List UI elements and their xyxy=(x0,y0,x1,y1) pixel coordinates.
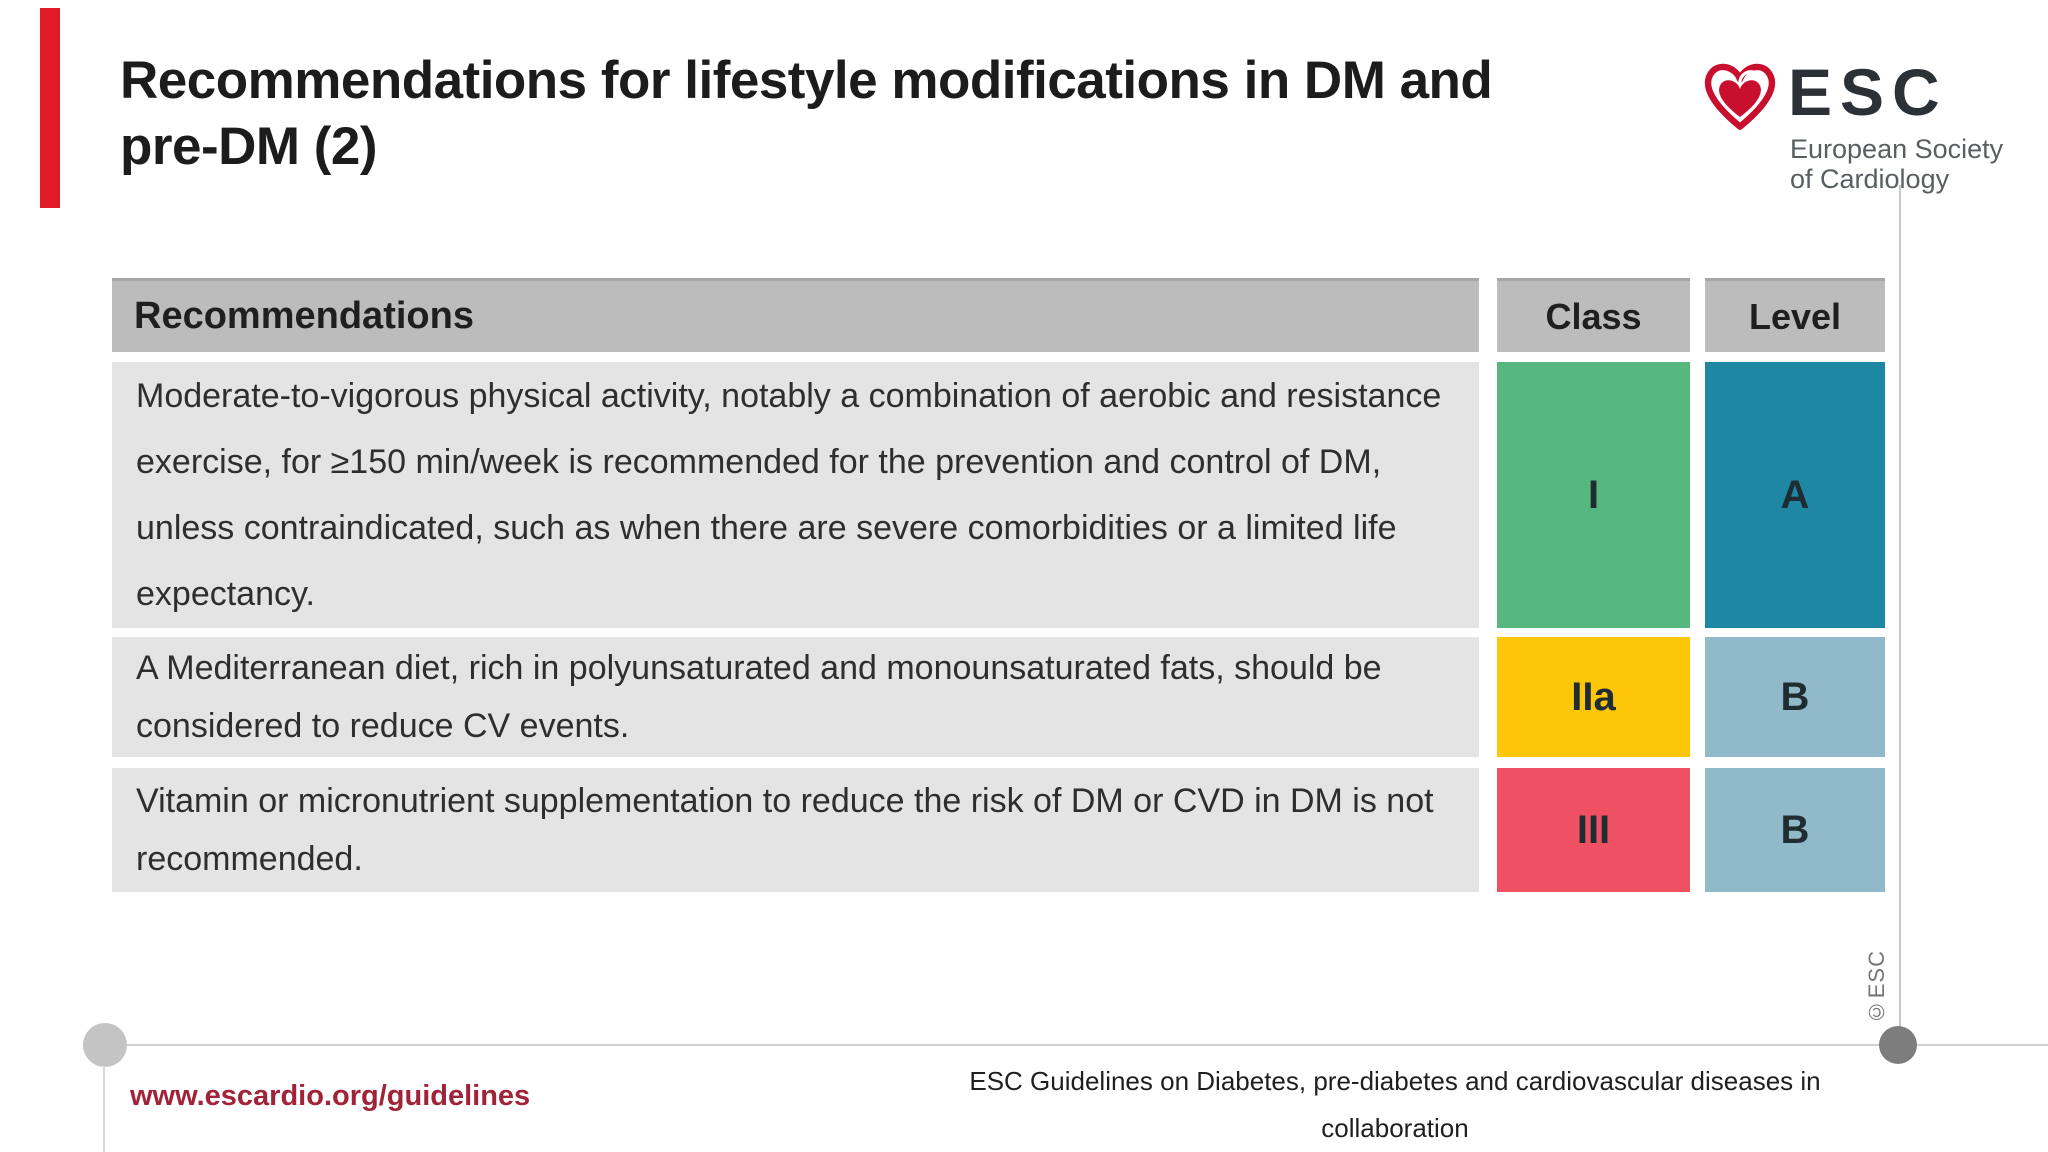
table-row-2-level-value: B xyxy=(1780,674,1810,719)
table-header-recommendations: Recommendations xyxy=(112,278,1479,352)
esc-logo-subtitle-line2: of Cardiology xyxy=(1790,164,1950,194)
table-row-1-level-value: A xyxy=(1780,472,1810,517)
esc-logo-text: ESC xyxy=(1788,55,1948,129)
table-row-3-text: Vitamin or micronutrient supplementation… xyxy=(136,782,1434,878)
table-row-2-text: A Mediterranean diet, rich in polyunsatu… xyxy=(136,649,1382,745)
table-row-2-level-badge: B xyxy=(1705,637,1885,757)
footer-horizontal-divider xyxy=(120,1044,2048,1046)
esc-logo: ESC European Society of Cardiology xyxy=(1700,52,2020,202)
esc-logo-subtitle: European Society of Cardiology xyxy=(1790,134,2003,194)
table-header-class-label: Class xyxy=(1545,295,1642,337)
copyright-esc-label: ©ESC xyxy=(1864,950,1889,1025)
guidelines-link[interactable]: www.escardio.org/guidelines xyxy=(130,1080,531,1112)
page-title-line2: pre-DM (2) xyxy=(120,117,378,176)
table-row-3-class-badge: III xyxy=(1497,768,1690,892)
reference-citation-line1: ESC Guidelines on Diabetes, pre-diabetes… xyxy=(969,1066,1821,1143)
table-row-1-recommendation: Moderate-to-vigorous physical activity, … xyxy=(112,362,1479,628)
page-title: Recommendations for lifestyle modificati… xyxy=(120,48,1640,180)
reference-citation: ESC Guidelines on Diabetes, pre-diabetes… xyxy=(900,1058,1890,1152)
table-row-3-level-badge: B xyxy=(1705,768,1885,892)
right-vertical-divider xyxy=(1899,185,1901,1045)
table-row-1-class-badge: I xyxy=(1497,362,1690,628)
table-row-2-class-badge: IIa xyxy=(1497,637,1690,757)
table-row-1-text: Moderate-to-vigorous physical activity, … xyxy=(136,377,1442,613)
table-header-recommendations-label: Recommendations xyxy=(134,295,474,337)
footer-left-dot xyxy=(83,1023,127,1067)
table-row-1-level-badge: A xyxy=(1705,362,1885,628)
table-header-class: Class xyxy=(1497,278,1690,352)
heart-icon xyxy=(1704,63,1776,130)
table-header-level: Level xyxy=(1705,278,1885,352)
table-row-3-class-value: III xyxy=(1576,807,1611,852)
page-title-line1: Recommendations for lifestyle modificati… xyxy=(120,51,1493,110)
table-row-2-recommendation: A Mediterranean diet, rich in polyunsatu… xyxy=(112,637,1479,757)
footer-left-vertical-divider xyxy=(103,1066,105,1152)
table-row-3-level-value: B xyxy=(1780,807,1810,852)
table-header-level-label: Level xyxy=(1748,295,1842,337)
table-row-3-recommendation: Vitamin or micronutrient supplementation… xyxy=(112,768,1479,892)
table-row-1-class-value: I xyxy=(1587,472,1600,517)
table-row-2-class-value: IIa xyxy=(1571,674,1616,719)
red-accent-bar xyxy=(40,8,60,208)
footer-right-dot xyxy=(1879,1026,1917,1064)
esc-logo-subtitle-line1: European Society xyxy=(1790,134,2004,164)
